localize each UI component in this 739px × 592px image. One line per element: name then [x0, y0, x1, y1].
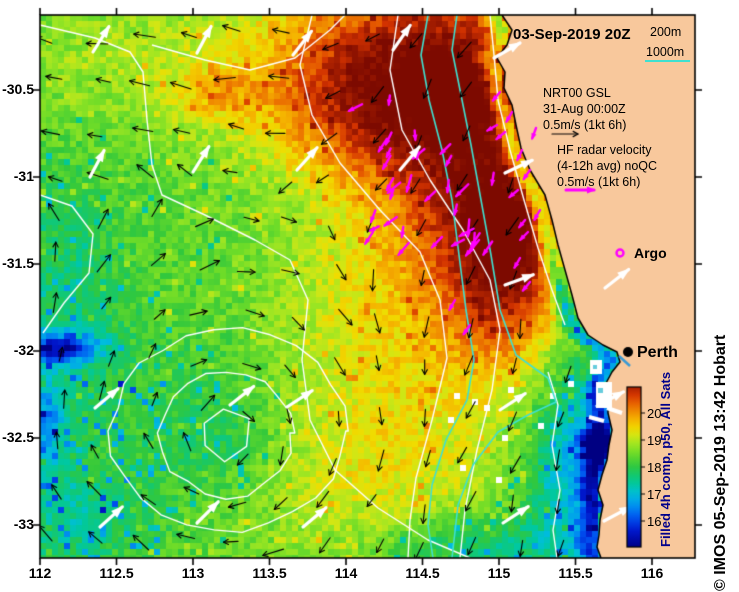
colorbar-tick-label: 19 — [647, 433, 662, 448]
date-title: 03-Sep-2019 20Z — [513, 26, 631, 43]
depth-legend-1000m: 1000m — [646, 45, 685, 59]
gsl-legend-line1: NRT00 GSL — [543, 86, 611, 100]
hf-legend-line2: (4-12h avg) noQC — [557, 159, 658, 173]
perth-label: Perth — [637, 344, 678, 361]
y-tick-label: -33 — [13, 516, 34, 532]
y-tick-label: -32.5 — [2, 429, 34, 445]
y-tick-label: -32 — [13, 342, 34, 358]
hf-legend-line3: 0.5m/s (1kt 6h) — [557, 175, 641, 189]
gsl-legend-line2: 31-Aug 00:00Z — [543, 102, 626, 116]
colorbar-tick-label: 17 — [647, 487, 662, 502]
x-tick-label: 116 — [640, 565, 664, 581]
y-tick-label: -30.5 — [2, 81, 34, 97]
x-tick-label: 114 — [334, 565, 358, 581]
x-tick-label: 112 — [28, 565, 52, 581]
colorbar-tick-label: 16 — [647, 514, 662, 529]
argo-label: Argo — [634, 245, 667, 261]
x-tick-label: 112.5 — [99, 565, 134, 581]
credit-text: © IMOS 05-Sep-2019 13:42 Hobart — [712, 334, 729, 591]
colorbar-tick-label: 20 — [647, 406, 662, 421]
hf-legend-line1: HF radar velocity — [557, 143, 652, 157]
y-tick-label: -31 — [13, 168, 34, 184]
colorbar-tick-label: 18 — [647, 460, 662, 475]
x-tick-label: 115.5 — [558, 565, 593, 581]
x-tick-label: 113 — [181, 565, 205, 581]
y-tick-label: -31.5 — [2, 255, 34, 271]
gsl-legend-line3: 0.5m/s (1kt 6h) — [543, 118, 627, 132]
x-tick-label: 113.5 — [252, 565, 287, 581]
x-tick-label: 114.5 — [405, 565, 440, 581]
depth-1000m-contour-sample — [645, 60, 690, 62]
depth-legend-200m: 200m — [650, 25, 682, 39]
x-tick-label: 115 — [487, 565, 511, 581]
